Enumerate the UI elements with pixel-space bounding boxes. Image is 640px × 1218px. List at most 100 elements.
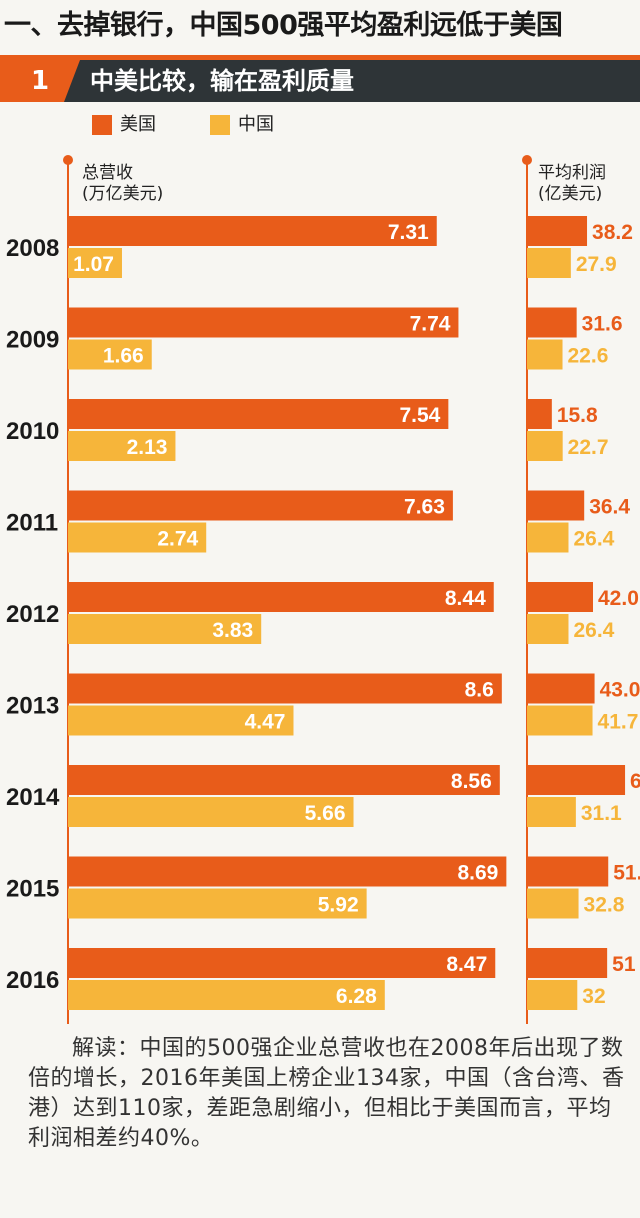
profit-label-cn-2016: 32 xyxy=(582,985,605,1008)
revenue-label-cn-2013: 4.47 xyxy=(245,711,286,734)
revenue-bar-us-2012 xyxy=(68,582,494,612)
year-label-2010: 2010 xyxy=(6,418,59,445)
profit-label-us-2011: 36.4 xyxy=(589,496,630,519)
revenue-bar-cn-2010 xyxy=(68,431,176,461)
chart-svg: 2008 7.31 1.07 38.2 27.9 2009 7.74 1.66 31.6 22.6… xyxy=(6,155,640,1024)
revenue-label-cn-2011: 2.74 xyxy=(157,528,198,551)
profit-label-cn-2008: 27.9 xyxy=(576,253,617,276)
headline: 一、去掉银行，中国500强平均盈利远低于美国 xyxy=(4,10,563,41)
revenue-label-us-2009: 7.74 xyxy=(410,313,451,336)
legend-swatch-cn xyxy=(210,115,230,135)
profit-label-cn-2011: 26.4 xyxy=(573,528,614,551)
profit-label-us-2013: 43.0 xyxy=(600,679,640,702)
profit-bar-us-2013 xyxy=(527,673,595,704)
revenue-bar-cn-2013 xyxy=(68,705,294,736)
revenue-label-us-2010: 7.54 xyxy=(399,404,440,427)
revenue-bar-us-2008 xyxy=(68,216,437,246)
profit-label-cn-2010: 22.7 xyxy=(568,436,609,459)
profit-bar-us-2011 xyxy=(527,490,585,521)
profit-bar-cn-2014 xyxy=(527,797,576,827)
revenue-bar-cn-2011 xyxy=(68,522,207,553)
revenue-label-us-2011: 7.63 xyxy=(404,496,445,519)
profit-bar-us-2008 xyxy=(527,216,588,246)
profit-bar-cn-2012 xyxy=(527,614,569,644)
year-label-2016: 2016 xyxy=(6,967,59,994)
profit-bar-cn-2011 xyxy=(527,522,569,553)
revenue-bar-us-2013 xyxy=(68,673,502,704)
revenue-label-cn-2010: 2.13 xyxy=(127,436,168,459)
legend-swatch-us xyxy=(92,115,112,135)
revenue-axis-title: 总营收 (万亿美元) xyxy=(82,163,163,205)
profit-bar-us-2014 xyxy=(527,765,626,795)
profit-title-line2: (亿美元) xyxy=(538,184,603,204)
legend-label-us: 美国 xyxy=(120,114,156,135)
revenue-bar-us-2014 xyxy=(68,765,500,795)
revenue-bar-cn-2016 xyxy=(68,980,385,1010)
revenue-label-us-2015: 8.69 xyxy=(457,862,498,885)
profit-bar-cn-2013 xyxy=(527,705,593,736)
profit-bar-cn-2008 xyxy=(527,248,571,278)
section-bar: 1 中美比较，输在盈利质量 xyxy=(0,60,640,102)
revenue-title-line2: (万亿美元) xyxy=(82,184,164,204)
profit-bar-us-2010 xyxy=(527,399,552,429)
profit-axis-dot xyxy=(522,155,532,165)
profit-label-us-2009: 31.6 xyxy=(582,313,623,336)
revenue-bar-cn-2014 xyxy=(68,797,354,827)
revenue-bar-us-2016 xyxy=(68,948,496,978)
profit-label-us-2012: 42.0 xyxy=(598,587,639,610)
revenue-label-us-2016: 8.47 xyxy=(446,953,487,976)
profit-bar-us-2009 xyxy=(527,307,577,338)
year-label-2015: 2015 xyxy=(6,876,59,903)
revenue-bar-cn-2015 xyxy=(68,888,367,919)
profit-label-cn-2009: 22.6 xyxy=(568,345,609,368)
section-title: 中美比较，输在盈利质量 xyxy=(90,67,354,95)
revenue-title-line1: 总营收 xyxy=(82,163,133,183)
revenue-label-us-2008: 7.31 xyxy=(388,221,429,244)
year-label-2013: 2013 xyxy=(6,693,59,720)
revenue-label-cn-2015: 5.92 xyxy=(318,894,359,917)
revenue-bar-cn-2009 xyxy=(68,339,152,370)
profit-label-us-2016: 51 xyxy=(612,953,636,976)
revenue-label-us-2012: 8.44 xyxy=(445,587,486,610)
notes: 解读：中国的500强企业总营收也在2008年后出现了数倍的增长，2016年美国上… xyxy=(28,1036,625,1151)
profit-label-cn-2013: 41.7 xyxy=(598,711,639,734)
profit-bar-us-2016 xyxy=(527,948,608,978)
profit-label-us-2010: 15.8 xyxy=(557,404,598,427)
profit-bar-cn-2009 xyxy=(527,339,563,370)
revenue-bar-us-2009 xyxy=(68,307,459,338)
year-label-2014: 2014 xyxy=(6,784,60,811)
profit-bar-cn-2016 xyxy=(527,980,578,1010)
profit-bar-cn-2010 xyxy=(527,431,563,461)
profit-title-line1: 平均利润 xyxy=(538,163,606,183)
profit-bar-us-2012 xyxy=(527,582,593,612)
year-label-2012: 2012 xyxy=(6,601,59,628)
revenue-label-cn-2008: 1.07 xyxy=(73,253,114,276)
revenue-bar-us-2010 xyxy=(68,399,449,429)
profit-bar-cn-2015 xyxy=(527,888,579,919)
profit-label-cn-2015: 32.8 xyxy=(584,894,625,917)
year-label-2011: 2011 xyxy=(6,510,58,537)
profit-label-us-2008: 38.2 xyxy=(592,221,633,244)
profit-bar-us-2015 xyxy=(527,856,609,887)
revenue-label-cn-2009: 1.66 xyxy=(103,345,144,368)
revenue-label-cn-2012: 3.83 xyxy=(212,619,253,642)
revenue-label-cn-2016: 6.28 xyxy=(336,985,377,1008)
section-number: 1 xyxy=(0,60,80,102)
profit-label-us-2015: 51.7 xyxy=(613,862,640,885)
revenue-bar-us-2015 xyxy=(68,856,507,887)
year-label-2008: 2008 xyxy=(6,235,59,262)
profit-axis-title: 平均利润 (亿美元) xyxy=(538,163,606,205)
revenue-label-cn-2014: 5.66 xyxy=(305,802,346,825)
revenue-bar-cn-2008 xyxy=(68,248,122,278)
profit-label-us-2014: 62.4 xyxy=(630,770,640,793)
headline-rule xyxy=(0,55,640,60)
profit-label-cn-2012: 26.4 xyxy=(573,619,614,642)
revenue-bar-cn-2012 xyxy=(68,614,262,644)
profit-label-cn-2014: 31.1 xyxy=(581,802,622,825)
revenue-label-us-2014: 8.56 xyxy=(451,770,492,793)
revenue-bar-us-2011 xyxy=(68,490,453,521)
revenue-axis-dot xyxy=(63,155,73,165)
revenue-label-us-2013: 8.6 xyxy=(465,679,494,702)
legend-label-cn: 中国 xyxy=(238,114,274,135)
year-label-2009: 2009 xyxy=(6,327,59,354)
